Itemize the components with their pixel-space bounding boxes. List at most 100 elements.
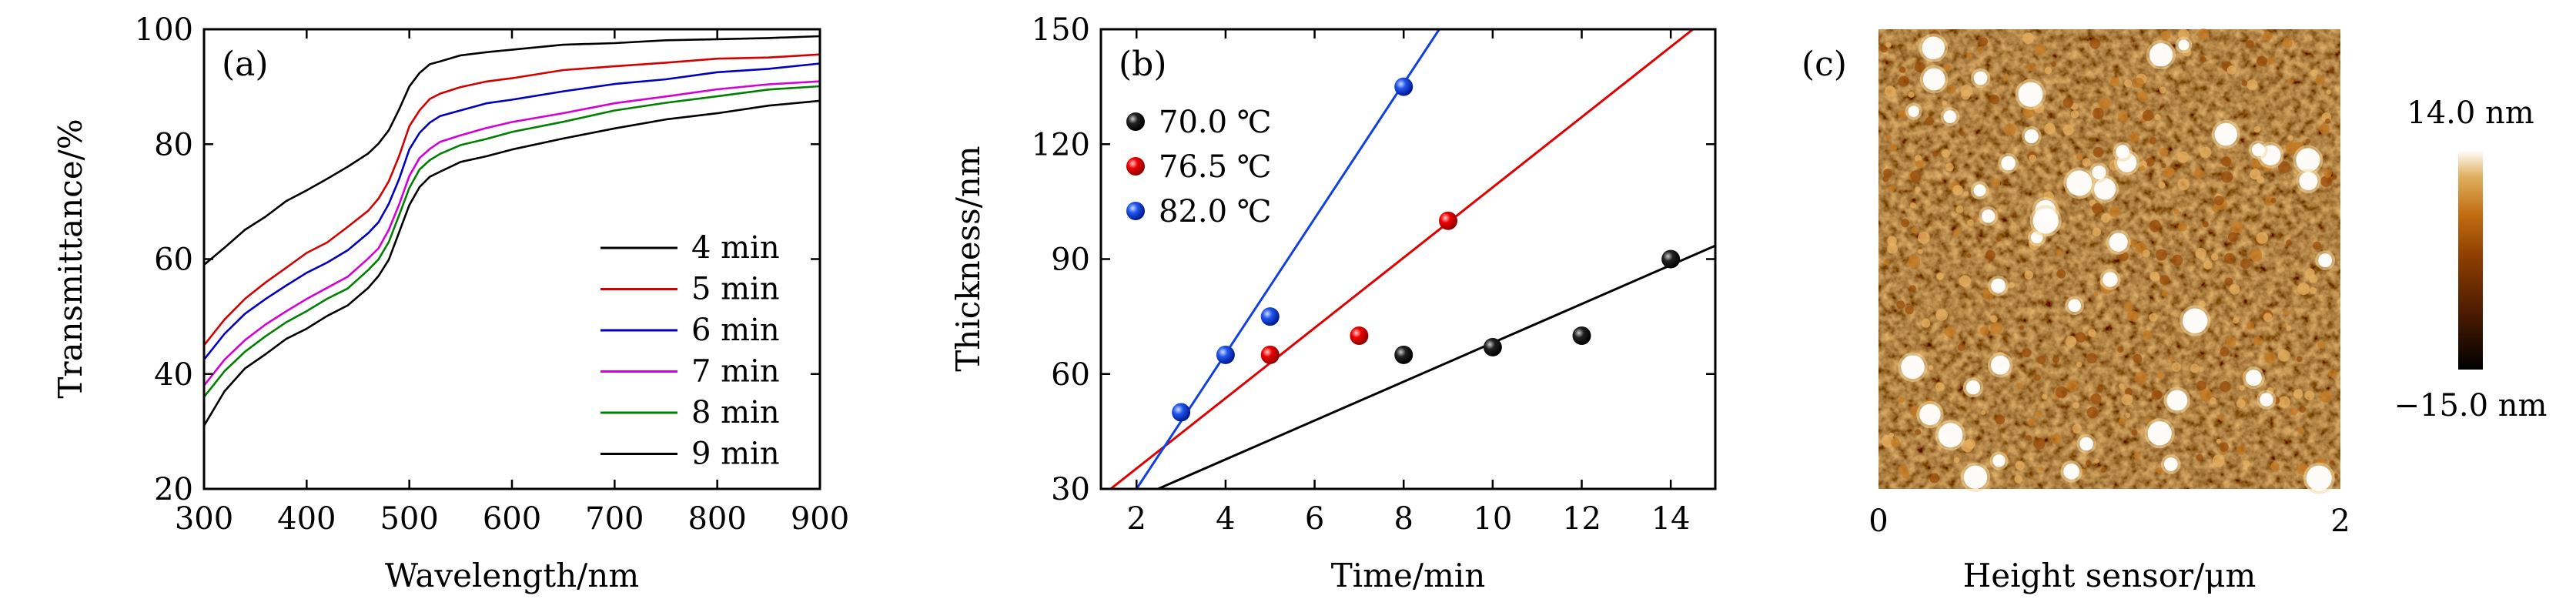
afm-grain — [2143, 330, 2153, 340]
afm-grain — [2221, 156, 2232, 167]
afm-grain — [2320, 390, 2333, 403]
legend-label-5-min: 5 min — [691, 272, 780, 307]
afm-grain — [2200, 56, 2206, 62]
afm-grain — [2218, 415, 2224, 421]
afm-grain — [2142, 109, 2154, 122]
afm-grain — [1885, 42, 1892, 48]
afm-grain — [2044, 67, 2052, 75]
afm-grain — [2309, 286, 2317, 294]
afm-grain — [1935, 382, 1945, 392]
afm-grain — [1885, 135, 1892, 141]
afm-grain — [1942, 100, 1948, 106]
point-82-0-2 — [1260, 307, 1280, 326]
afm-grain — [2158, 181, 2166, 189]
afm-grain — [2131, 429, 2138, 436]
afm-particle — [2252, 143, 2265, 157]
afm-grain — [2227, 232, 2238, 242]
afm-grain — [2241, 80, 2248, 86]
afm-grain — [2125, 413, 2131, 418]
afm-particle — [1991, 278, 2006, 293]
afm-grain — [2062, 124, 2074, 136]
afm-grain — [2246, 321, 2254, 330]
afm-grain — [2166, 167, 2175, 176]
afm-grain — [1981, 410, 1986, 415]
afm-grain — [2121, 394, 2133, 406]
afm-grain — [2143, 249, 2150, 258]
afm-grain — [2154, 114, 2161, 121]
panel-a-xtick-label-2: 500 — [380, 501, 438, 537]
afm-grain — [2246, 79, 2258, 91]
afm-particle — [1973, 71, 1988, 85]
afm-grain — [1966, 253, 1972, 259]
afm-grain — [2033, 374, 2041, 381]
afm-particle — [2149, 43, 2173, 67]
afm-particle — [1901, 355, 1925, 380]
afm-grain — [2129, 132, 2139, 142]
afm-grain — [2051, 62, 2057, 68]
afm-particle — [2299, 172, 2318, 191]
afm-grain — [2051, 433, 2062, 445]
panel-c: (c) 0 2 Height sensor/μm 14.0 nm −15.0 n… — [1802, 28, 2547, 594]
afm-grain — [2243, 460, 2250, 467]
afm-grain — [2320, 176, 2333, 187]
panel-b-fit-lines — [1109, 29, 1715, 489]
series-line-6-min — [204, 62, 820, 360]
afm-grain — [2220, 381, 2231, 393]
afm-grain — [1908, 255, 1921, 268]
afm-particle — [1992, 454, 2006, 467]
afm-grain — [2226, 65, 2236, 75]
panel-a-legend: 4 min 5 min 6 min 7 min 8 min 9 min — [601, 230, 780, 472]
afm-particle — [2094, 178, 2116, 200]
afm-grain — [2317, 340, 2325, 349]
afm-grain — [2233, 316, 2240, 324]
panel-b-legend: 70.0 ℃ 76.5 ℃ 82.0 ℃ — [1126, 105, 1272, 229]
afm-grain — [2171, 362, 2181, 372]
afm-grain — [2003, 75, 2009, 81]
afm-particle — [2214, 122, 2237, 146]
panel-a-ytick-label-0: 20 — [154, 472, 193, 507]
afm-grain — [2331, 174, 2337, 180]
panel-b-ytick-label-3: 120 — [1032, 127, 1090, 162]
afm-grain — [1902, 471, 1911, 480]
afm-particle — [2183, 308, 2208, 333]
afm-grain — [2154, 390, 2163, 400]
afm-grain — [2270, 462, 2280, 471]
afm-particle — [2032, 208, 2059, 234]
afm-image-texture — [1878, 29, 2340, 489]
afm-grain — [1884, 259, 1890, 266]
afm-grain — [2329, 460, 2334, 466]
afm-grain — [1905, 306, 1914, 315]
panel-a-lines — [204, 35, 820, 427]
legend-label-9-min: 9 min — [691, 437, 780, 472]
afm-grain — [2127, 310, 2139, 322]
afm-grain — [1944, 326, 1956, 338]
legend-label-82-0: 82.0 ℃ — [1159, 194, 1272, 229]
afm-grain — [2287, 135, 2293, 141]
afm-grain — [1929, 473, 1940, 484]
afm-grain — [2257, 55, 2267, 67]
panel-b: 2 4 6 8 10 12 14 30 60 90 120 150 (b) Time/min Thic… — [949, 12, 1717, 594]
panel-b-xtick-label-1: 4 — [1216, 501, 1235, 537]
afm-particle — [1981, 209, 1996, 223]
point-70-0-0 — [1394, 345, 1413, 364]
afm-grain — [1960, 85, 1973, 97]
afm-grain — [2056, 249, 2062, 256]
afm-grain — [2149, 271, 2159, 282]
afm-grain — [1953, 229, 1961, 236]
afm-grain — [2319, 123, 2330, 135]
afm-grain — [2270, 197, 2277, 204]
panel-b-xtick-label-0: 2 — [1127, 501, 1146, 537]
afm-particle — [2116, 145, 2129, 159]
afm-grain — [1959, 275, 1971, 287]
panel-a-ytick-label-2: 60 — [154, 243, 193, 278]
legend-label-76-5: 76.5 ℃ — [1159, 149, 1272, 185]
legend-marker-82-0 — [1126, 202, 1145, 220]
afm-particle — [2018, 82, 2043, 107]
afm-grain — [2089, 38, 2101, 49]
afm-grain — [1899, 75, 1909, 87]
afm-grain — [2027, 63, 2035, 72]
series-line-4-min — [204, 35, 820, 266]
panel-c-xtick-1: 2 — [2330, 504, 2350, 539]
afm-grain — [2197, 28, 2210, 40]
